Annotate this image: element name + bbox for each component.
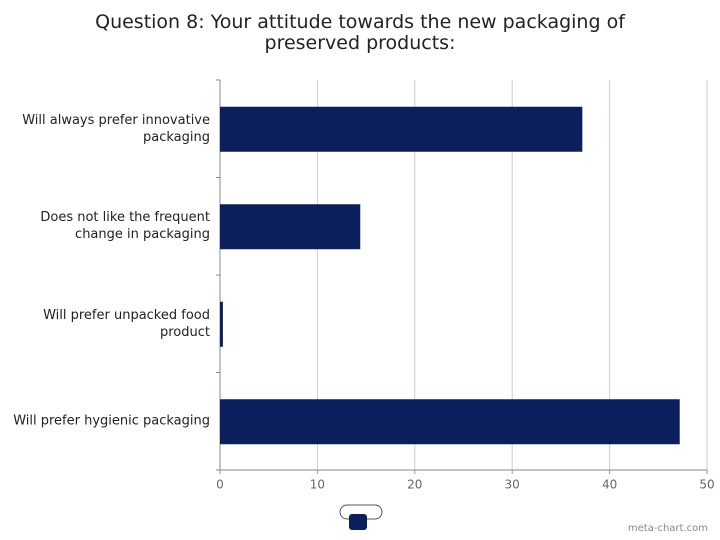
y-tick-label: Will always prefer innovative packaging <box>22 112 210 145</box>
legend-swatch <box>349 514 367 530</box>
bar <box>220 204 361 250</box>
x-tick-label: 30 <box>505 478 520 492</box>
y-tick-label: Does not like the frequent change in pac… <box>40 210 210 243</box>
watermark: meta-chart.com <box>627 523 708 534</box>
legend <box>339 504 383 530</box>
bar <box>220 106 583 152</box>
chart-title: Question 8: Your attitude towards the ne… <box>95 11 625 54</box>
x-tick-label: 10 <box>310 478 325 492</box>
x-tick-label: 40 <box>602 478 617 492</box>
bar <box>220 399 680 445</box>
x-tick-label: 0 <box>216 478 224 492</box>
y-tick-label: Will prefer hygienic packaging <box>13 413 210 429</box>
bar <box>220 301 223 347</box>
x-tick-label: 50 <box>699 478 714 492</box>
y-tick-label: Will prefer unpacked food product <box>43 307 210 340</box>
x-tick-label: 20 <box>407 478 422 492</box>
